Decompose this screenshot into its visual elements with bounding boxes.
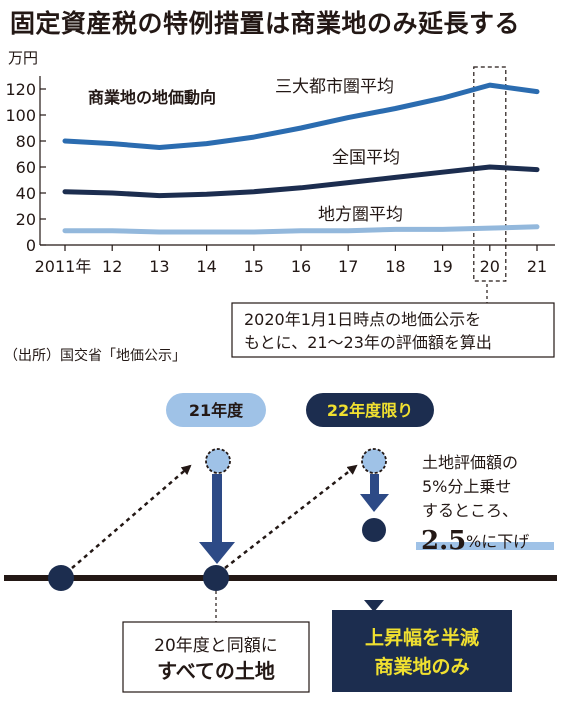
chart-title: 商業地の地価動向 — [88, 88, 216, 107]
all-land-line-1: 20年度と同額に — [154, 636, 278, 656]
x-tick-label: 21 — [527, 257, 547, 276]
x-tick-label: 17 — [338, 257, 358, 276]
annotation-box — [231, 302, 555, 358]
note-big-number: 2.5 — [421, 526, 466, 556]
note-line-3: するところ、 — [422, 501, 518, 520]
series-label-metro: 三大都市圏平均 — [275, 77, 394, 97]
annotation-line-2: もとに、21～23年の評価額を算出 — [244, 333, 492, 352]
highlight-2020-box — [473, 66, 507, 282]
box-commercial: 上昇幅を半減 商業地のみ — [332, 600, 512, 692]
pill-fy21-label: 21年度 — [189, 401, 244, 420]
note-highlight-bar — [416, 542, 554, 550]
pill-fy21-bg — [166, 393, 266, 427]
arrow-diagonal-2 — [224, 464, 358, 569]
annotation-callout: 2020年1月1日時点の地価公示を もとに、21～23年の評価額を算出 — [231, 284, 555, 358]
y-tick-label: 0 — [26, 236, 36, 255]
x-tick-label: 15 — [244, 257, 264, 276]
dot-fy22-projected — [361, 448, 387, 474]
arrow-diagonal-1 — [71, 464, 192, 569]
note-suffix: %に下げ — [466, 532, 529, 551]
series-line-2 — [62, 224, 540, 235]
diagram: 21年度 22年度限り 土地評価額の 5%分上乗せ するところ — [4, 393, 557, 693]
series-layer — [62, 82, 540, 235]
headline: 固定資産税の特例措置は商業地のみ延長する — [10, 9, 521, 38]
y-axis: 0 20 40 60 80 100 120 — [5, 76, 46, 255]
dot-fy22-actual — [362, 518, 386, 542]
x-tick-label: 12 — [102, 257, 122, 276]
series-line-0 — [62, 82, 540, 150]
pill-fy21: 21年度 — [166, 393, 266, 427]
commercial-line-2: 商業地のみ — [374, 655, 469, 678]
dot-fy21-projected — [205, 448, 231, 474]
x-axis: 2011年 12 13 14 15 16 17 18 19 20 21 — [35, 244, 555, 276]
all-land-line-2: すべての土地 — [157, 659, 275, 683]
note-line-1: 土地評価額の — [422, 453, 518, 472]
line-chart: 万円 商業地の地価動向 0 20 40 60 80 100 120 2011年 12 13 14 1… — [5, 49, 555, 282]
series-line-1 — [62, 164, 540, 199]
series-label-regional: 地方圏平均 — [318, 205, 403, 225]
box-all-land: 20年度と同額に すべての土地 — [122, 621, 310, 693]
y-tick-label: 60 — [16, 158, 36, 177]
y-tick-label: 80 — [16, 132, 36, 151]
dot-start — [48, 565, 74, 591]
x-tick-label: 13 — [149, 257, 169, 276]
commercial-line-1: 上昇幅を半減 — [365, 626, 479, 649]
x-tick-label: 2011年 — [35, 257, 92, 276]
dot-fy21 — [203, 565, 229, 591]
y-tick-label: 100 — [5, 106, 36, 125]
y-tick-label: 40 — [16, 184, 36, 203]
x-tick-label: 16 — [291, 257, 311, 276]
source-note: （出所）国交省「地価公示」 — [4, 347, 186, 364]
pill-fy22: 22年度限り — [306, 393, 434, 427]
x-tick-label: 18 — [385, 257, 405, 276]
y-tick-label: 20 — [16, 210, 36, 229]
pill-fy22-label: 22年度限り — [327, 401, 413, 420]
y-tick-label: 120 — [5, 80, 36, 99]
x-tick-label: 19 — [432, 257, 452, 276]
pill-fy22-bg — [306, 393, 434, 427]
series-label-national: 全国平均 — [332, 148, 400, 168]
down-arrow-fy22 — [360, 474, 389, 512]
annotation-line-1: 2020年1月1日時点の地価公示を — [244, 310, 481, 329]
down-arrow-fy21 — [199, 474, 235, 564]
note-line-2: 5%分上乗せ — [422, 477, 511, 496]
y-unit-label: 万円 — [8, 49, 38, 67]
x-tick-label: 14 — [196, 257, 216, 276]
x-tick-label: 20 — [480, 257, 500, 276]
